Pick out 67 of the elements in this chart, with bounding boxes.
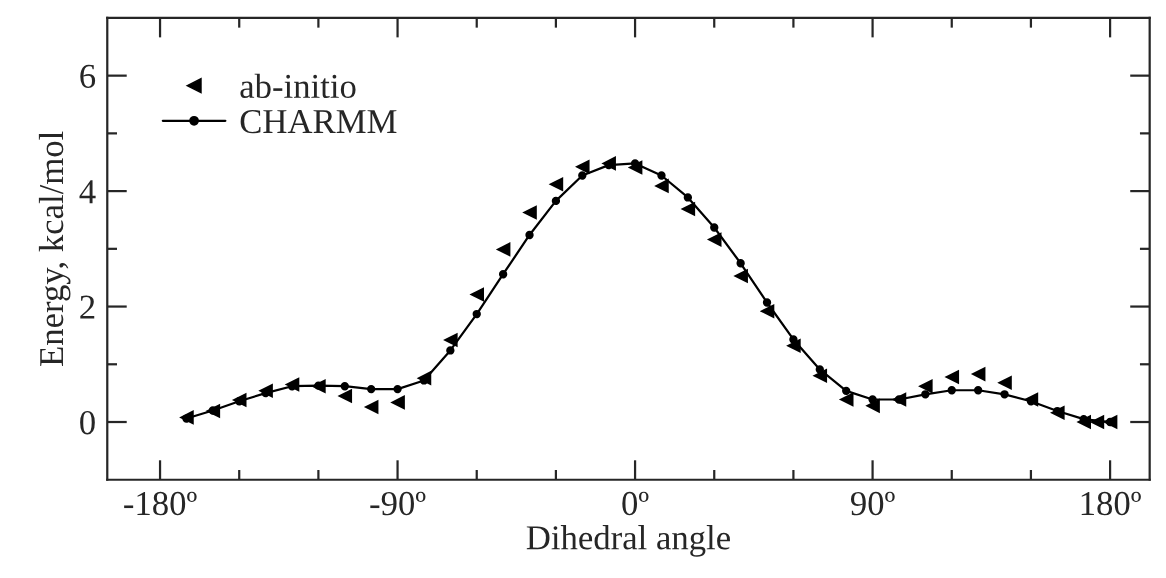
point	[311, 378, 326, 394]
point	[498, 270, 508, 279]
point	[495, 242, 511, 257]
point	[762, 298, 772, 307]
point	[231, 392, 247, 408]
point	[551, 196, 561, 206]
point	[1000, 390, 1009, 399]
y-tick-label: 2	[80, 295, 95, 319]
point	[390, 395, 405, 410]
point	[921, 390, 930, 399]
x-tick-label: -90º	[370, 491, 426, 516]
point	[627, 160, 643, 175]
point	[1076, 414, 1091, 430]
point	[525, 230, 534, 240]
point	[446, 346, 455, 355]
legend-label: CHARMM	[240, 109, 397, 134]
point	[363, 399, 379, 415]
point	[944, 369, 960, 385]
y-tick-label: 6	[80, 64, 96, 89]
point	[918, 378, 933, 394]
point	[284, 377, 300, 392]
point	[997, 375, 1012, 391]
point	[601, 156, 616, 171]
x-tick-label: 0º	[622, 491, 649, 516]
point	[736, 259, 745, 268]
point	[522, 205, 537, 220]
point	[575, 159, 590, 175]
point	[865, 398, 880, 414]
point	[393, 384, 402, 394]
point	[812, 368, 828, 384]
point	[710, 223, 719, 232]
x-tick-label: 90º	[850, 491, 895, 516]
point	[472, 309, 481, 319]
point	[416, 370, 432, 386]
point	[654, 178, 669, 194]
x-tick-label: -180º	[124, 491, 197, 516]
point	[838, 392, 854, 407]
point	[578, 171, 587, 180]
point	[340, 382, 349, 391]
y-tick-label: 0	[80, 410, 95, 435]
point	[970, 366, 986, 382]
point	[469, 287, 485, 302]
point	[337, 388, 353, 404]
point	[680, 201, 696, 217]
legend-label: ab-initio	[240, 73, 356, 99]
point	[205, 403, 221, 419]
x-axis-title: Dihedral angle	[526, 525, 730, 557]
point	[733, 268, 748, 284]
point	[842, 386, 851, 396]
x-tick-label: 180º	[1081, 491, 1141, 516]
point	[706, 232, 722, 247]
y-axis-title: Energy, kcal/mol	[38, 131, 71, 366]
point	[683, 193, 693, 202]
point	[1023, 392, 1039, 407]
point	[258, 383, 273, 399]
point	[657, 171, 666, 180]
point	[759, 303, 775, 319]
point	[367, 384, 376, 394]
point	[1089, 414, 1105, 430]
point	[443, 332, 458, 348]
point	[973, 386, 983, 395]
point	[786, 338, 801, 354]
point	[1050, 405, 1065, 421]
point	[179, 410, 194, 425]
point	[947, 386, 956, 395]
point	[548, 176, 564, 192]
y-tick-label: 4	[79, 180, 96, 204]
